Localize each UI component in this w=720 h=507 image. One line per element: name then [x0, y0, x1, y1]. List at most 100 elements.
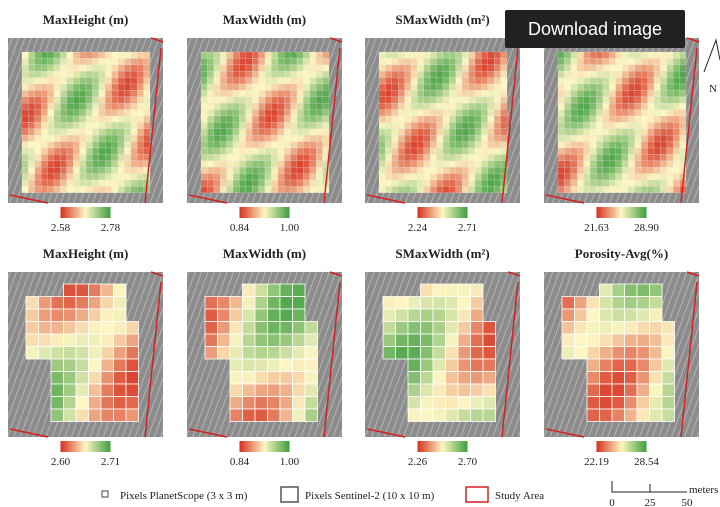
pixel	[92, 52, 98, 58]
pixel	[424, 186, 430, 192]
pixel	[28, 97, 34, 103]
pixel	[310, 174, 316, 180]
pixel	[494, 97, 500, 103]
pixel	[67, 180, 73, 186]
pixel	[398, 78, 404, 84]
pixel	[456, 167, 462, 173]
pixel	[246, 78, 252, 84]
pixel	[233, 84, 239, 90]
pixel	[408, 372, 421, 385]
download-button[interactable]: Download image	[505, 10, 685, 48]
pixel	[265, 174, 271, 180]
pixel	[86, 110, 92, 116]
pixel	[385, 71, 391, 77]
pixel	[86, 154, 92, 160]
pixel	[654, 186, 660, 192]
pixel	[648, 97, 654, 103]
pixel	[405, 122, 411, 128]
pixel	[239, 122, 245, 128]
pixel	[405, 90, 411, 96]
pixel	[637, 347, 650, 360]
pixel	[558, 186, 564, 192]
color-ramp	[61, 207, 111, 218]
pixel	[667, 52, 673, 58]
pixel	[22, 180, 28, 186]
pixel	[501, 103, 507, 109]
pixel	[144, 84, 150, 90]
pixel	[625, 372, 638, 385]
pixel	[214, 116, 220, 122]
pixel	[131, 78, 137, 84]
pixel	[654, 135, 660, 141]
pixel	[233, 110, 239, 116]
pixel	[417, 110, 423, 116]
pixel	[475, 161, 481, 167]
pixel	[112, 135, 118, 141]
pixel	[297, 90, 303, 96]
pixel	[60, 122, 66, 128]
pixel	[137, 116, 143, 122]
pixel	[131, 148, 137, 154]
pixel	[449, 110, 455, 116]
pixel	[303, 116, 309, 122]
pixel	[637, 409, 650, 422]
pixel	[67, 174, 73, 180]
pixel	[475, 110, 481, 116]
pixel	[577, 52, 583, 58]
pixel	[131, 186, 137, 192]
pixel	[616, 84, 622, 90]
pixel	[494, 52, 500, 58]
pixel	[443, 174, 449, 180]
pixel	[673, 58, 679, 64]
pixel	[76, 284, 89, 297]
pixel	[558, 154, 564, 160]
pixel	[54, 180, 60, 186]
pixel	[641, 174, 647, 180]
pixel	[596, 180, 602, 186]
pixel	[558, 180, 564, 186]
pixel	[488, 135, 494, 141]
pixel	[577, 167, 583, 173]
pixel	[67, 148, 73, 154]
pixel	[67, 142, 73, 148]
pixel	[660, 154, 666, 160]
pixel	[284, 65, 290, 71]
pixel	[220, 78, 226, 84]
pixel	[252, 84, 258, 90]
pixel	[305, 397, 318, 410]
pixel	[124, 135, 130, 141]
pixel	[612, 397, 625, 410]
pixel	[392, 122, 398, 128]
pixel	[252, 78, 258, 84]
pixel	[577, 84, 583, 90]
pixel	[284, 135, 290, 141]
pixel	[449, 97, 455, 103]
pixel	[207, 52, 213, 58]
pixel	[481, 186, 487, 192]
pixel	[405, 84, 411, 90]
pixel	[118, 148, 124, 154]
pixel	[622, 90, 628, 96]
pixel	[635, 84, 641, 90]
pixel	[297, 110, 303, 116]
pixel	[424, 142, 430, 148]
pixel	[571, 122, 577, 128]
pixel	[590, 142, 596, 148]
pixel	[673, 97, 679, 103]
pixel	[564, 161, 570, 167]
pixel	[73, 116, 79, 122]
pixel	[126, 347, 139, 360]
pixel	[616, 142, 622, 148]
pixel	[379, 135, 385, 141]
pixel	[462, 148, 468, 154]
pixel	[600, 409, 613, 422]
pixel	[28, 90, 34, 96]
pixel	[227, 97, 233, 103]
pixel	[48, 154, 54, 160]
pixel	[278, 180, 284, 186]
pixel	[118, 122, 124, 128]
pixel	[667, 90, 673, 96]
pixel	[92, 71, 98, 77]
pixel	[424, 154, 430, 160]
pixel	[635, 161, 641, 167]
